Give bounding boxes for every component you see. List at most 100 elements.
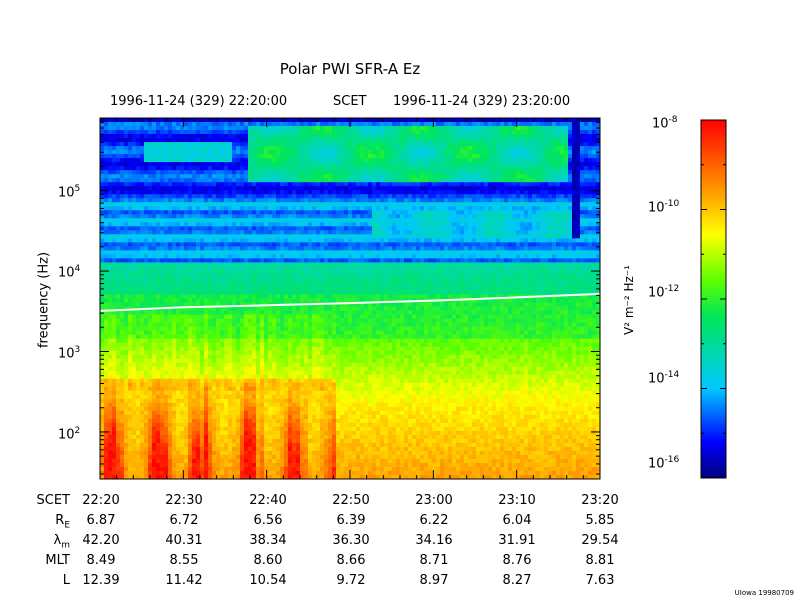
heatmap-cell <box>140 362 145 368</box>
heatmap-cell <box>184 326 189 331</box>
heatmap-cell <box>100 294 105 299</box>
heatmap-cell <box>152 370 157 376</box>
heatmap-cell <box>144 466 149 472</box>
heatmap-cell <box>112 374 117 380</box>
heatmap-cell <box>144 294 149 299</box>
heatmap-cell <box>120 350 125 356</box>
heatmap-cell <box>116 150 121 155</box>
heatmap-cell <box>204 266 209 271</box>
heatmap-cell <box>268 182 273 187</box>
heatmap-cell <box>288 310 293 315</box>
heatmap-cell <box>128 410 133 416</box>
heatmap-cell <box>100 398 105 404</box>
heatmap-cell <box>196 466 201 472</box>
heatmap-cell <box>148 126 153 131</box>
heatmap-cell <box>124 422 129 428</box>
heatmap-cell <box>212 234 217 239</box>
heatmap-cell <box>228 318 233 323</box>
heatmap-cell <box>152 246 157 251</box>
heatmap-cell <box>132 346 137 352</box>
heatmap-cell <box>240 422 245 428</box>
heatmap-cell <box>116 410 121 416</box>
heatmap-cell <box>116 198 121 203</box>
heatmap-cell <box>276 370 281 376</box>
heatmap-cell <box>260 282 265 287</box>
heatmap-cell <box>212 406 217 412</box>
heatmap-cell <box>204 378 209 384</box>
heatmap-cell <box>304 346 309 352</box>
heatmap-cell <box>292 462 297 468</box>
heatmap-cell <box>100 362 105 368</box>
heatmap-cell <box>308 122 313 127</box>
heatmap-cell <box>128 466 133 472</box>
heatmap-cell <box>216 426 221 432</box>
heatmap-cell <box>300 398 305 404</box>
heatmap-cell <box>240 354 245 360</box>
heatmap-cell <box>184 434 189 440</box>
heatmap-cell <box>176 258 181 263</box>
heatmap-cell <box>164 206 169 211</box>
heatmap-cell <box>144 226 149 231</box>
heatmap-cell <box>172 118 177 123</box>
heatmap-cell <box>164 450 169 456</box>
heatmap-cell <box>268 434 273 440</box>
heatmap-cell <box>284 270 289 275</box>
heatmap-cell <box>320 198 325 203</box>
heatmap-cell <box>104 350 109 356</box>
heatmap-cell <box>244 162 249 167</box>
heatmap-cell <box>300 146 305 151</box>
heatmap-cell <box>180 162 185 167</box>
heatmap-cell <box>192 190 197 195</box>
heatmap-cell <box>280 358 285 364</box>
heatmap-cell <box>208 334 213 340</box>
heatmap-cell <box>276 258 281 263</box>
heatmap-cell <box>116 178 121 183</box>
heatmap-cell <box>224 306 229 311</box>
heatmap-cell <box>188 230 193 235</box>
heatmap-cell <box>140 462 145 468</box>
heatmap-cell <box>108 166 113 171</box>
heatmap-cell <box>132 226 137 231</box>
heatmap-cell <box>244 442 249 448</box>
heatmap-cell <box>252 182 257 187</box>
heatmap-cell <box>160 338 165 344</box>
heatmap-cell <box>284 134 289 139</box>
heatmap-cell <box>112 430 117 436</box>
heatmap-cell <box>220 166 225 171</box>
heatmap-cell <box>284 474 289 479</box>
heatmap-cell <box>312 454 317 460</box>
heatmap-cell <box>104 322 109 327</box>
heatmap-cell <box>268 342 273 348</box>
heatmap-cell <box>292 370 297 376</box>
heatmap-cell <box>104 418 109 424</box>
heatmap-cell <box>204 354 209 360</box>
heatmap-cell <box>128 334 133 340</box>
heatmap-cell <box>188 454 193 460</box>
heatmap-cell <box>100 426 105 432</box>
heatmap-cell <box>180 282 185 287</box>
heatmap-cell <box>276 194 281 199</box>
heatmap-cell <box>248 426 253 432</box>
heatmap-cell <box>104 438 109 444</box>
heatmap-cell <box>288 370 293 376</box>
heatmap-cell <box>156 258 161 263</box>
heatmap-cell <box>108 146 113 151</box>
heatmap-cell <box>100 306 105 311</box>
heatmap-cell <box>124 462 129 468</box>
heatmap-cell <box>196 426 201 432</box>
heatmap-cell <box>316 298 321 303</box>
heatmap-cell <box>256 214 261 219</box>
heatmap-cell <box>108 426 113 432</box>
heatmap-cell <box>124 434 129 440</box>
heatmap-cell <box>280 346 285 352</box>
heatmap-cell <box>216 466 221 472</box>
heatmap-cell <box>184 134 189 139</box>
heatmap-cell <box>264 378 269 384</box>
heatmap-cell <box>196 218 201 223</box>
heatmap-cell <box>312 182 317 187</box>
heatmap-cell <box>216 430 221 436</box>
heatmap-cell <box>172 250 177 255</box>
heatmap-cell <box>200 278 205 283</box>
heatmap-cell <box>176 386 181 392</box>
heatmap-cell <box>312 390 317 396</box>
